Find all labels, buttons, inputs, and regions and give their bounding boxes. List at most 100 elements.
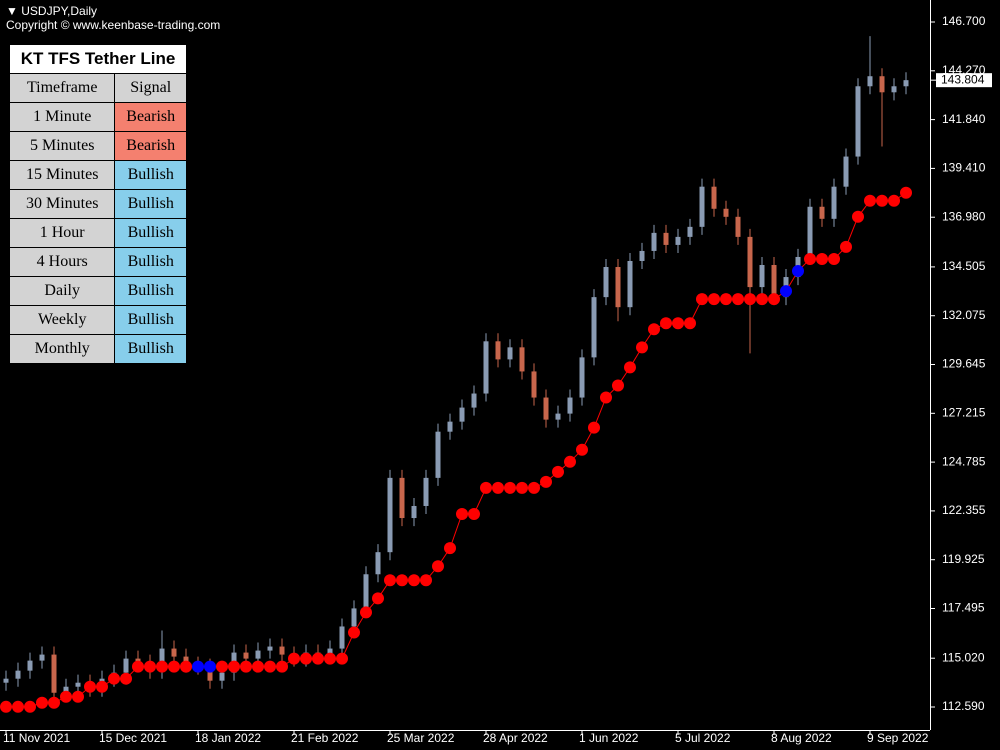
tether-dot <box>840 240 852 253</box>
tether-dot <box>864 194 876 207</box>
candle-body <box>339 626 345 649</box>
tether-dot <box>12 700 24 713</box>
candle-body <box>843 156 849 187</box>
candle-body <box>219 672 225 681</box>
tether-dot <box>672 317 684 330</box>
tether-dot <box>324 652 336 665</box>
candle-body <box>75 682 81 687</box>
candle-body <box>243 652 249 659</box>
candle-body <box>171 648 177 657</box>
x-tick-label: 9 Sep 2022 <box>867 731 929 745</box>
candle-body <box>735 216 741 237</box>
tether-dot <box>480 481 492 494</box>
candle-body <box>699 186 705 227</box>
tether-dot <box>564 455 576 468</box>
tether-dot <box>336 652 348 665</box>
column-header: Timeframe <box>8 73 116 103</box>
candle-body <box>651 232 657 251</box>
candle-body <box>675 236 681 245</box>
candle-body <box>831 186 837 219</box>
candle-body <box>363 574 369 609</box>
tether-dot <box>696 293 708 306</box>
candle-body <box>639 250 645 261</box>
candle-body <box>435 431 441 478</box>
candle-body <box>567 397 573 414</box>
x-tick-label: 11 Nov 2021 <box>3 731 70 745</box>
y-tick-label: 112.590 <box>942 699 985 713</box>
y-tick-label: 134.505 <box>942 259 986 273</box>
x-tick-label: 28 Apr 2022 <box>483 731 548 745</box>
tether-dot <box>420 574 432 587</box>
dropdown-arrow: ▼ <box>6 4 18 18</box>
tether-dot <box>396 574 408 587</box>
tether-dot <box>504 481 516 494</box>
y-tick-label: 146.700 <box>942 14 986 28</box>
y-tick-label: 129.645 <box>942 357 986 371</box>
candle-body <box>159 648 165 671</box>
candle-body <box>423 477 429 506</box>
timeframe-cell: 5 Minutes <box>8 131 116 161</box>
tether-dot <box>216 660 228 673</box>
plot-area <box>0 36 912 713</box>
tether-dot <box>528 481 540 494</box>
symbol-label[interactable]: ▼ USDJPY,Daily <box>6 4 220 18</box>
copyright-text: Copyright © www.keenbase-trading.com <box>6 18 221 32</box>
candle-body <box>807 206 813 257</box>
tether-dot <box>660 317 672 330</box>
timeframe-cell: Weekly <box>8 305 116 335</box>
timeframe-cell: 15 Minutes <box>8 160 116 190</box>
candle-body <box>327 648 333 655</box>
signal-cell: Bullish <box>114 218 187 248</box>
candle-body <box>399 477 405 519</box>
tether-dot <box>72 690 84 703</box>
tether-dot <box>828 252 840 265</box>
tether-dot <box>408 574 420 587</box>
candle-body <box>63 686 69 693</box>
candle-body <box>255 650 261 659</box>
candle-body <box>555 413 561 420</box>
candle-body <box>123 658 129 673</box>
candle-body <box>615 267 621 308</box>
y-tick-label: 119.925 <box>942 552 985 566</box>
last-price-box <box>936 73 992 88</box>
tether-dot <box>468 508 480 521</box>
tether-dot <box>576 443 588 456</box>
tether-dot <box>288 652 300 665</box>
candle-body <box>3 678 9 683</box>
tether-dot <box>456 508 468 521</box>
tether-dot <box>120 672 132 685</box>
candle-body <box>867 76 873 87</box>
tether-dot <box>156 660 168 673</box>
signal-cell: Bullish <box>114 276 187 306</box>
y-tick-label: 124.785 <box>942 454 986 468</box>
tether-dot <box>756 293 768 306</box>
x-tick-label: 5 Jul 2022 <box>675 731 731 745</box>
timeframe-cell: Monthly <box>8 334 116 364</box>
tether-dot <box>540 475 552 488</box>
candle-body <box>375 552 381 575</box>
candle-body <box>447 421 453 432</box>
timeframe-cell: 1 Minute <box>8 102 116 132</box>
tether-dot <box>744 293 756 306</box>
tether-dot <box>24 700 36 713</box>
candle-body <box>579 357 585 398</box>
x-tick-label: 25 Mar 2022 <box>387 731 455 745</box>
candle-body <box>531 371 537 398</box>
tether-dot <box>60 690 72 703</box>
y-tick-label: 132.075 <box>942 308 986 322</box>
candle-body <box>15 670 21 679</box>
candle-body <box>519 347 525 372</box>
candle-body <box>351 608 357 627</box>
candle-body <box>855 86 861 157</box>
tether-dot <box>432 560 444 573</box>
tether-dot <box>384 574 396 587</box>
signal-cell: Bullish <box>114 334 187 364</box>
tether-dot <box>804 252 816 265</box>
y-tick-label: 136.980 <box>942 209 986 223</box>
tether-dot <box>876 194 888 207</box>
tether-dot <box>0 700 12 713</box>
symbol-text: USDJPY,Daily <box>21 4 98 18</box>
x-tick-label: 18 Jan 2022 <box>195 731 261 745</box>
tether-dot <box>444 542 456 555</box>
